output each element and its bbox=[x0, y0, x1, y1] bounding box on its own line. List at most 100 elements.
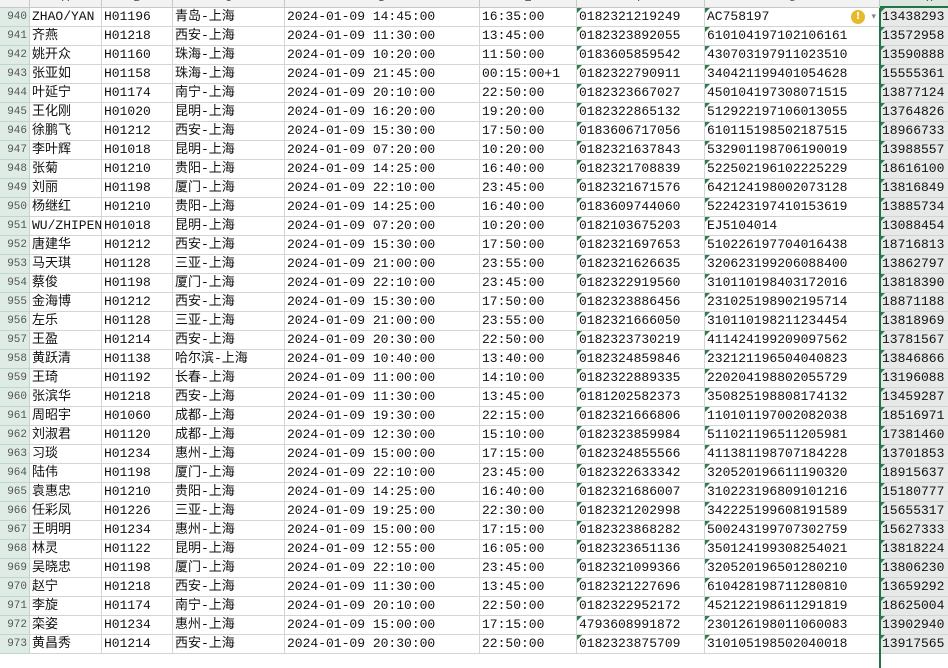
row-header[interactable]: 942 bbox=[0, 46, 30, 65]
cell-g[interactable]: 350825198808174132 bbox=[705, 388, 880, 407]
cell-g[interactable]: 642124198002073128 bbox=[705, 179, 880, 198]
cell-a[interactable]: 金海博 bbox=[30, 293, 102, 312]
column-header-c[interactable]: C bbox=[173, 0, 285, 8]
cell-f[interactable]: 0182321666050 bbox=[577, 312, 705, 331]
cell-d[interactable]: 2024-01-09 19:30:00 bbox=[285, 407, 480, 426]
cell-e[interactable]: 22:50:00 bbox=[480, 331, 577, 350]
cell-c[interactable]: 西安-上海 bbox=[173, 388, 285, 407]
cell-d[interactable]: 2024-01-09 12:55:00 bbox=[285, 540, 480, 559]
cell-a[interactable]: 张滨华 bbox=[30, 388, 102, 407]
cell-c[interactable]: 贵阳-上海 bbox=[173, 160, 285, 179]
cell-f[interactable]: 0182323667027 bbox=[577, 84, 705, 103]
cell-f[interactable]: 0182321202998 bbox=[577, 502, 705, 521]
cell-g[interactable]: 500243199707302759 bbox=[705, 521, 880, 540]
cell-e[interactable]: 10:20:00 bbox=[480, 141, 577, 160]
row-header[interactable]: 951 bbox=[0, 217, 30, 236]
row-header[interactable]: 972 bbox=[0, 616, 30, 635]
cell-b[interactable]: H01218 bbox=[102, 27, 173, 46]
cell-h[interactable]: 13806230 bbox=[880, 559, 948, 578]
cell-h[interactable]: 13877124 bbox=[880, 84, 948, 103]
cell-h[interactable]: 18625004 bbox=[880, 597, 948, 616]
cell-b[interactable]: H01122 bbox=[102, 540, 173, 559]
cell-h[interactable]: 13590888 bbox=[880, 46, 948, 65]
warning-circle-icon[interactable]: ! bbox=[851, 10, 865, 24]
cell-e[interactable]: 19:20:00 bbox=[480, 103, 577, 122]
cell-d[interactable]: 2024-01-09 11:30:00 bbox=[285, 388, 480, 407]
cell-b[interactable]: H01218 bbox=[102, 388, 173, 407]
cell-d[interactable]: 2024-01-09 07:20:00 bbox=[285, 141, 480, 160]
cell-d[interactable]: 2024-01-09 10:40:00 bbox=[285, 350, 480, 369]
cell-b[interactable]: H01158 bbox=[102, 65, 173, 84]
cell-d[interactable]: 2024-01-09 14:25:00 bbox=[285, 198, 480, 217]
cell-d[interactable]: 2024-01-09 21:00:00 bbox=[285, 312, 480, 331]
row-header[interactable]: 948 bbox=[0, 160, 30, 179]
cell-h[interactable]: 13818969 bbox=[880, 312, 948, 331]
cell-a[interactable]: 任彩凤 bbox=[30, 502, 102, 521]
cell-a[interactable]: 赵宁 bbox=[30, 578, 102, 597]
cell-g[interactable]: 320520196611190320 bbox=[705, 464, 880, 483]
cell-b[interactable]: H01020 bbox=[102, 103, 173, 122]
cell-c[interactable]: 惠州-上海 bbox=[173, 521, 285, 540]
cell-f[interactable]: 0182322865132 bbox=[577, 103, 705, 122]
cell-g[interactable]: 342225199608191589 bbox=[705, 502, 880, 521]
column-header-f[interactable]: F bbox=[577, 0, 705, 8]
cell-h[interactable]: 13459287 bbox=[880, 388, 948, 407]
row-header[interactable]: 964 bbox=[0, 464, 30, 483]
cell-c[interactable]: 南宁-上海 bbox=[173, 84, 285, 103]
cell-b[interactable]: H01060 bbox=[102, 407, 173, 426]
cell-g[interactable]: 350124199308254021 bbox=[705, 540, 880, 559]
row-header[interactable]: 955 bbox=[0, 293, 30, 312]
cell-f[interactable]: 0182322633342 bbox=[577, 464, 705, 483]
cell-b[interactable]: H01218 bbox=[102, 578, 173, 597]
cell-h[interactable]: 13862797 bbox=[880, 255, 948, 274]
row-header[interactable]: 960 bbox=[0, 388, 30, 407]
cell-h[interactable]: 13701853 bbox=[880, 445, 948, 464]
cell-g[interactable]: 450104197308071515 bbox=[705, 84, 880, 103]
row-header[interactable]: 965 bbox=[0, 483, 30, 502]
row-header[interactable]: 949 bbox=[0, 179, 30, 198]
cell-a[interactable]: 李旋 bbox=[30, 597, 102, 616]
row-header[interactable]: 954 bbox=[0, 274, 30, 293]
cell-f[interactable]: 0182322919560 bbox=[577, 274, 705, 293]
cell-c[interactable]: 惠州-上海 bbox=[173, 445, 285, 464]
cell-d[interactable]: 2024-01-09 11:00:00 bbox=[285, 369, 480, 388]
cell-h[interactable]: 18716813 bbox=[880, 236, 948, 255]
cell-c[interactable]: 成都-上海 bbox=[173, 407, 285, 426]
row-header[interactable]: 973 bbox=[0, 635, 30, 654]
cell-f[interactable]: 0181202582373 bbox=[577, 388, 705, 407]
cell-a[interactable]: 刘淑君 bbox=[30, 426, 102, 445]
cell-e[interactable]: 16:40:00 bbox=[480, 198, 577, 217]
cell-b[interactable]: H01212 bbox=[102, 122, 173, 141]
cell-h[interactable]: 13764826 bbox=[880, 103, 948, 122]
cell-g[interactable]: 512922197106013055 bbox=[705, 103, 880, 122]
row-header[interactable]: 968 bbox=[0, 540, 30, 559]
cell-a[interactable]: 王明明 bbox=[30, 521, 102, 540]
cell-d[interactable]: 2024-01-09 22:10:00 bbox=[285, 559, 480, 578]
cell-e[interactable]: 23:55:00 bbox=[480, 255, 577, 274]
cell-b[interactable]: H01210 bbox=[102, 160, 173, 179]
cell-c[interactable]: 青岛-上海 bbox=[173, 8, 285, 27]
cell-e[interactable]: 17:15:00 bbox=[480, 521, 577, 540]
cell-e[interactable]: 13:45:00 bbox=[480, 27, 577, 46]
cell-d[interactable]: 2024-01-09 20:10:00 bbox=[285, 597, 480, 616]
cell-e[interactable]: 16:40:00 bbox=[480, 160, 577, 179]
cell-d[interactable]: 2024-01-09 22:10:00 bbox=[285, 274, 480, 293]
cell-c[interactable]: 三亚-上海 bbox=[173, 502, 285, 521]
cell-g[interactable]: 610428198711280810 bbox=[705, 578, 880, 597]
cell-d[interactable]: 2024-01-09 19:25:00 bbox=[285, 502, 480, 521]
cell-a[interactable]: ZHAO/YAN bbox=[30, 8, 102, 27]
cell-g[interactable]: 310105198502040018 bbox=[705, 635, 880, 654]
cell-f[interactable]: 0182324855566 bbox=[577, 445, 705, 464]
cell-h[interactable]: 15627333 bbox=[880, 521, 948, 540]
cell-d[interactable]: 2024-01-09 22:10:00 bbox=[285, 179, 480, 198]
cell-h[interactable]: 15555361 bbox=[880, 65, 948, 84]
cell-d[interactable]: 2024-01-09 15:00:00 bbox=[285, 445, 480, 464]
cell-c[interactable]: 南宁-上海 bbox=[173, 597, 285, 616]
column-header-h[interactable]: H bbox=[880, 0, 948, 8]
cell-g[interactable]: 310223196809101216 bbox=[705, 483, 880, 502]
cell-d[interactable]: 2024-01-09 14:25:00 bbox=[285, 483, 480, 502]
cell-b[interactable]: H01018 bbox=[102, 217, 173, 236]
cell-f[interactable]: 0182321227696 bbox=[577, 578, 705, 597]
cell-d[interactable]: 2024-01-09 20:10:00 bbox=[285, 84, 480, 103]
cell-g[interactable]: 320520196501280210 bbox=[705, 559, 880, 578]
